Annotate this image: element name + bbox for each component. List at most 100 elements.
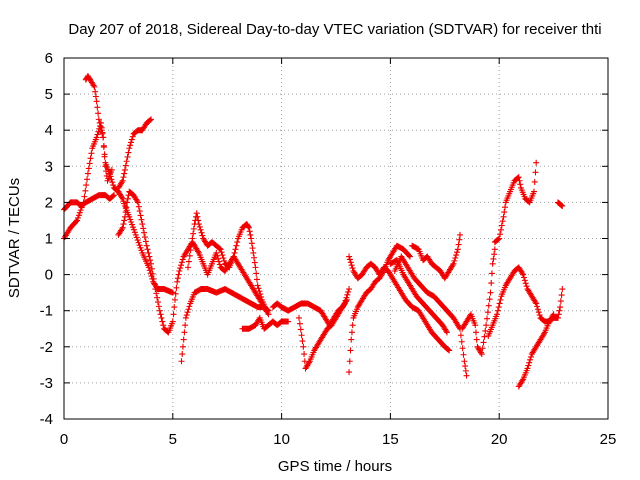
data-point	[297, 326, 304, 333]
data-point	[127, 216, 134, 223]
data-point	[558, 292, 565, 299]
data-point	[183, 312, 190, 319]
data-point	[156, 307, 163, 314]
data-point	[149, 270, 156, 277]
data-point	[188, 241, 195, 248]
data-point	[84, 170, 91, 177]
data-point	[521, 274, 528, 281]
data-point	[550, 311, 557, 318]
data-point	[346, 358, 353, 365]
data-point	[234, 239, 241, 246]
data-point	[554, 314, 561, 321]
data-point	[118, 179, 125, 186]
data-point	[80, 199, 87, 206]
data-point	[123, 204, 130, 211]
data-point	[128, 139, 135, 146]
data-point	[97, 123, 104, 130]
data-point	[99, 130, 106, 137]
data-point	[152, 286, 159, 293]
data-point	[170, 311, 177, 318]
data-point	[98, 127, 105, 134]
data-point	[463, 372, 470, 379]
chart-title: Day 207 of 2018, Sidereal Day-to-day VTE…	[68, 21, 601, 38]
series-arc-8	[185, 210, 272, 314]
data-point	[155, 303, 162, 310]
data-point	[108, 166, 115, 173]
data-point	[141, 234, 148, 241]
data-point	[349, 322, 356, 329]
data-point	[91, 83, 98, 90]
data-point	[147, 117, 154, 124]
x-axis-label: GPS time / hours	[278, 458, 392, 475]
data-point	[185, 258, 192, 265]
data-point	[482, 327, 489, 334]
data-point	[92, 88, 99, 95]
data-point	[502, 204, 509, 211]
data-point	[159, 318, 166, 325]
data-point	[179, 256, 186, 263]
data-point	[124, 199, 131, 206]
data-point	[487, 289, 494, 296]
data-point	[248, 235, 255, 242]
data-point	[122, 162, 129, 169]
data-point	[74, 214, 81, 221]
data-point	[491, 251, 498, 258]
data-point	[86, 160, 93, 167]
data-point	[196, 223, 203, 230]
data-point	[484, 309, 491, 316]
data-point	[179, 343, 186, 350]
data-point	[247, 231, 254, 238]
data-point	[458, 338, 465, 345]
data-point	[497, 226, 504, 233]
data-point	[473, 336, 480, 343]
data-point	[96, 119, 103, 126]
series-arc-20	[515, 311, 557, 390]
data-point	[77, 207, 84, 214]
data-point	[461, 358, 468, 365]
data-point	[130, 224, 137, 231]
data-point	[195, 217, 202, 224]
data-point	[443, 329, 450, 336]
data-point	[555, 311, 562, 318]
data-point	[82, 187, 89, 194]
data-point	[248, 240, 255, 247]
data-point	[451, 257, 458, 264]
data-point	[180, 336, 187, 343]
x-tick-label: 15	[382, 431, 399, 448]
data-point	[129, 221, 136, 228]
y-axis-label: SDTVAR / TECUs	[6, 178, 23, 298]
data-point	[472, 322, 479, 329]
data-point	[144, 246, 151, 253]
data-point	[110, 182, 117, 189]
data-point	[452, 254, 459, 261]
data-point	[488, 280, 495, 287]
data-point	[177, 265, 184, 272]
data-point	[477, 349, 484, 356]
series-arc-14	[387, 257, 450, 336]
data-point	[172, 290, 179, 297]
y-tick-label: -3	[40, 375, 53, 392]
data-point	[522, 280, 529, 287]
data-point	[459, 345, 466, 352]
data-point	[147, 257, 154, 264]
data-point	[178, 262, 185, 269]
data-point	[494, 311, 501, 318]
data-point	[521, 277, 528, 284]
data-point	[134, 197, 141, 204]
data-point	[490, 255, 497, 262]
x-tick-label: 5	[169, 431, 177, 448]
data-point	[138, 247, 145, 254]
data-point	[549, 312, 556, 319]
y-tick-label: -2	[40, 339, 53, 356]
data-point	[145, 249, 152, 256]
data-point	[525, 362, 532, 369]
data-point	[232, 246, 239, 253]
data-point	[153, 290, 160, 297]
data-point	[118, 226, 125, 233]
data-point	[138, 216, 145, 223]
data-point	[348, 329, 355, 336]
data-point	[254, 282, 261, 289]
data-point	[143, 242, 150, 249]
data-point	[527, 356, 534, 363]
data-point	[347, 259, 354, 266]
